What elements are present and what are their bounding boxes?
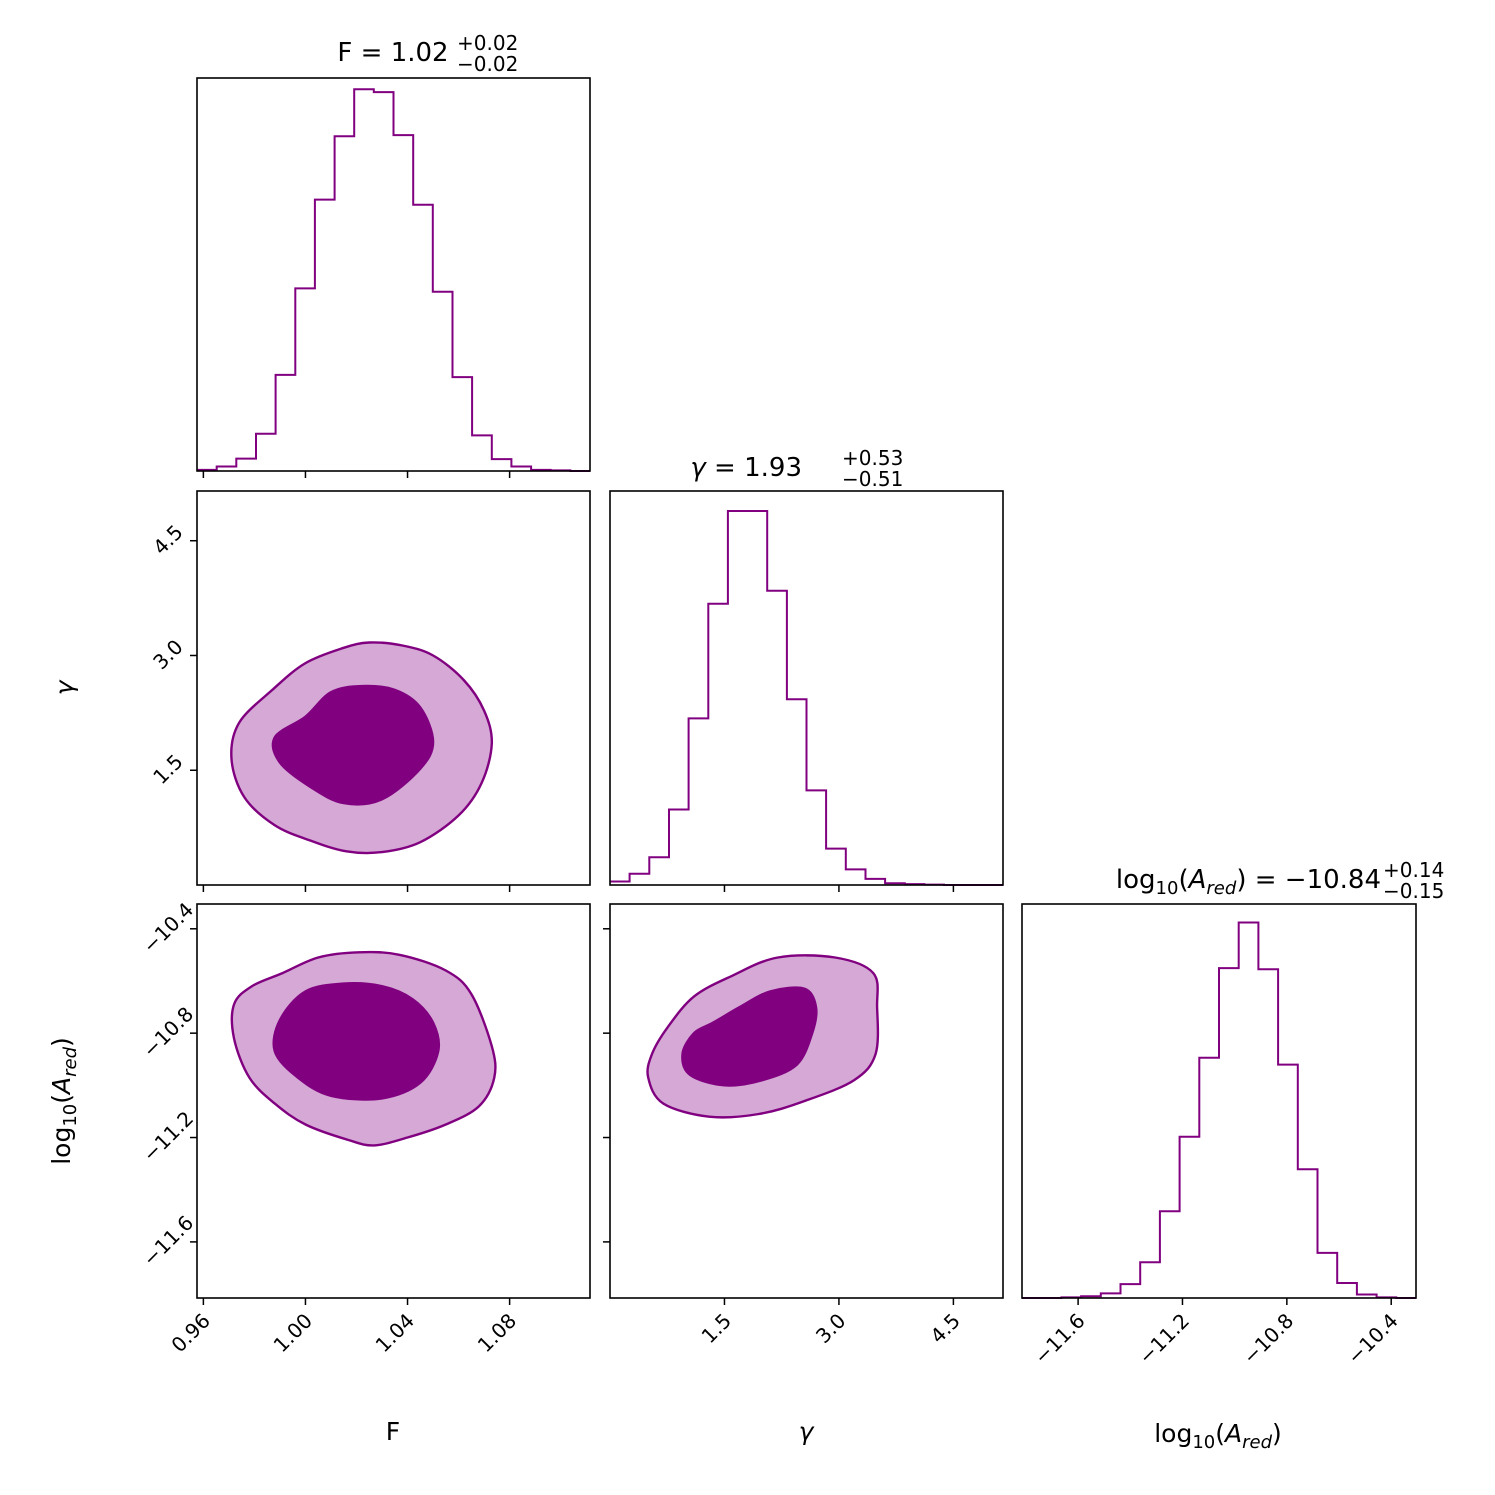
title-gamma: γ = 1.93 [690, 453, 802, 483]
x-tick-label-gamma-0: 1.5 [697, 1309, 736, 1348]
x-tick-label-log10_A_red-3: −10.4 [1342, 1309, 1402, 1369]
y-tick-label-gamma-0: 1.5 [148, 749, 187, 788]
y-tick-label-log10_A_red-2: −10.8 [138, 1002, 198, 1062]
title-F-plus: +0.02 [457, 31, 518, 55]
contour-inner-F-vs-log10_A_red [272, 982, 441, 1101]
title-F-minus: −0.02 [457, 52, 518, 76]
y-tick-label-log10_A_red-0: −11.6 [138, 1211, 198, 1271]
x-tick-label-gamma-2: 4.5 [925, 1309, 964, 1348]
panel-frame-0-0 [196, 77, 591, 472]
x-tick-label-F-3: 1.08 [473, 1309, 521, 1357]
x-tick-label-log10_A_red-2: −10.8 [1238, 1309, 1298, 1369]
contour-inner-F-vs-gamma [271, 684, 435, 806]
title-log10-A-red-minus: −0.15 [1383, 879, 1444, 903]
panel-frame-2-2 [1021, 903, 1417, 1299]
x-axis-label-F: F [386, 1417, 400, 1446]
x-tick-label-F-0: 0.96 [166, 1309, 214, 1357]
title-F: F = 1.02 [337, 38, 448, 68]
y-tick-label-log10_A_red-3: −10.4 [138, 898, 198, 958]
title-log10-A-red: log10(Ared) = −10.84 [1116, 865, 1381, 899]
x-tick-label-log10_A_red-0: −11.6 [1029, 1309, 1089, 1369]
x-tick-label-gamma-1: 3.0 [811, 1309, 850, 1348]
y-tick-label-gamma-2: 4.5 [148, 520, 187, 559]
title-gamma-plus: +0.53 [842, 446, 903, 470]
panel-frame-1-1 [609, 490, 1004, 886]
histogram-log10_A_red [1022, 921, 1416, 1299]
histogram-gamma [610, 510, 1003, 886]
y-tick-label-gamma-1: 3.0 [148, 635, 187, 674]
y-axis-label-gamma: γ [50, 679, 79, 695]
title-gamma-minus: −0.51 [842, 467, 903, 491]
title-log10-A-red-plus: +0.14 [1383, 858, 1444, 882]
x-axis-label-log10-A-red: log10(Ared) [1154, 1419, 1282, 1453]
y-tick-label-log10_A_red-1: −11.2 [138, 1106, 198, 1166]
histogram-F [197, 88, 590, 472]
panel-frame-1-0 [196, 490, 591, 886]
x-axis-label-gamma: γ [799, 1417, 815, 1446]
x-tick-label-log10_A_red-1: −11.2 [1134, 1309, 1194, 1369]
y-axis-label-log10-A-red: log10(Ared) [47, 1037, 81, 1165]
contour-inner-gamma-vs-log10_A_red [681, 986, 818, 1087]
panel-frame-2-1 [609, 903, 1004, 1299]
x-tick-label-F-1: 1.00 [269, 1309, 317, 1357]
panel-frame-2-0 [196, 903, 591, 1299]
x-tick-label-F-2: 1.04 [371, 1309, 419, 1357]
